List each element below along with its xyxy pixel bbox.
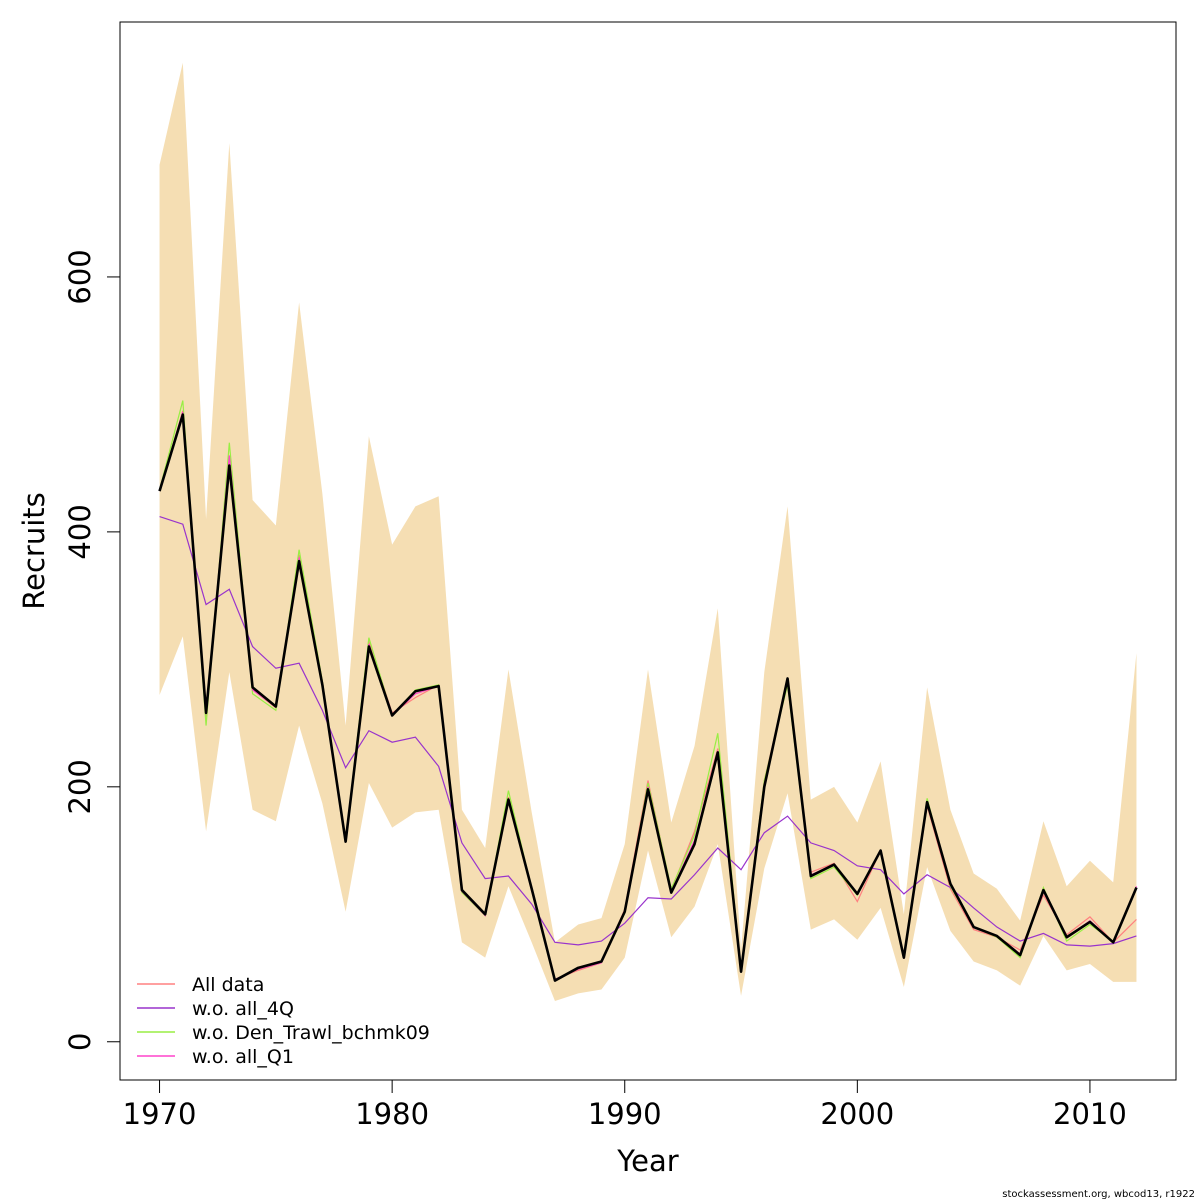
x-tick-label-1970: 1970 bbox=[123, 1097, 197, 1131]
x-axis: 1970 1980 1990 2000 2010 bbox=[123, 1079, 1127, 1131]
y-axis-label: Recruits bbox=[17, 492, 51, 609]
y-tick-label-600: 600 bbox=[63, 249, 97, 304]
y-axis: 0 200 400 600 bbox=[63, 249, 121, 1051]
estimate-line bbox=[158, 413, 1138, 982]
legend-label-0: All data bbox=[192, 974, 264, 996]
x-axis-label: Year bbox=[616, 1144, 678, 1178]
legend-label-3: w.o. all_Q1 bbox=[192, 1046, 294, 1068]
legend-label-2: w.o. Den_Trawl_bchmk09 bbox=[192, 1022, 430, 1044]
series-line-1 bbox=[159, 516, 1137, 947]
x-tick-label-2000: 2000 bbox=[820, 1097, 894, 1131]
confidence-band bbox=[159, 62, 1137, 1001]
credit-text: stockassessment.org, wbcod13, r1922 bbox=[1002, 1189, 1195, 1200]
y-tick-label-400: 400 bbox=[63, 504, 97, 559]
x-tick-label-1990: 1990 bbox=[588, 1097, 662, 1131]
x-tick-label-1980: 1980 bbox=[355, 1097, 429, 1131]
confidence-band-layer bbox=[159, 62, 1137, 1001]
y-tick-label-200: 200 bbox=[63, 759, 97, 814]
legend-label-1: w.o. all_4Q bbox=[192, 998, 294, 1020]
x-tick-label-2010: 2010 bbox=[1053, 1097, 1127, 1131]
y-tick-label-0: 0 bbox=[63, 1033, 97, 1051]
series-lines-layer bbox=[158, 400, 1138, 982]
